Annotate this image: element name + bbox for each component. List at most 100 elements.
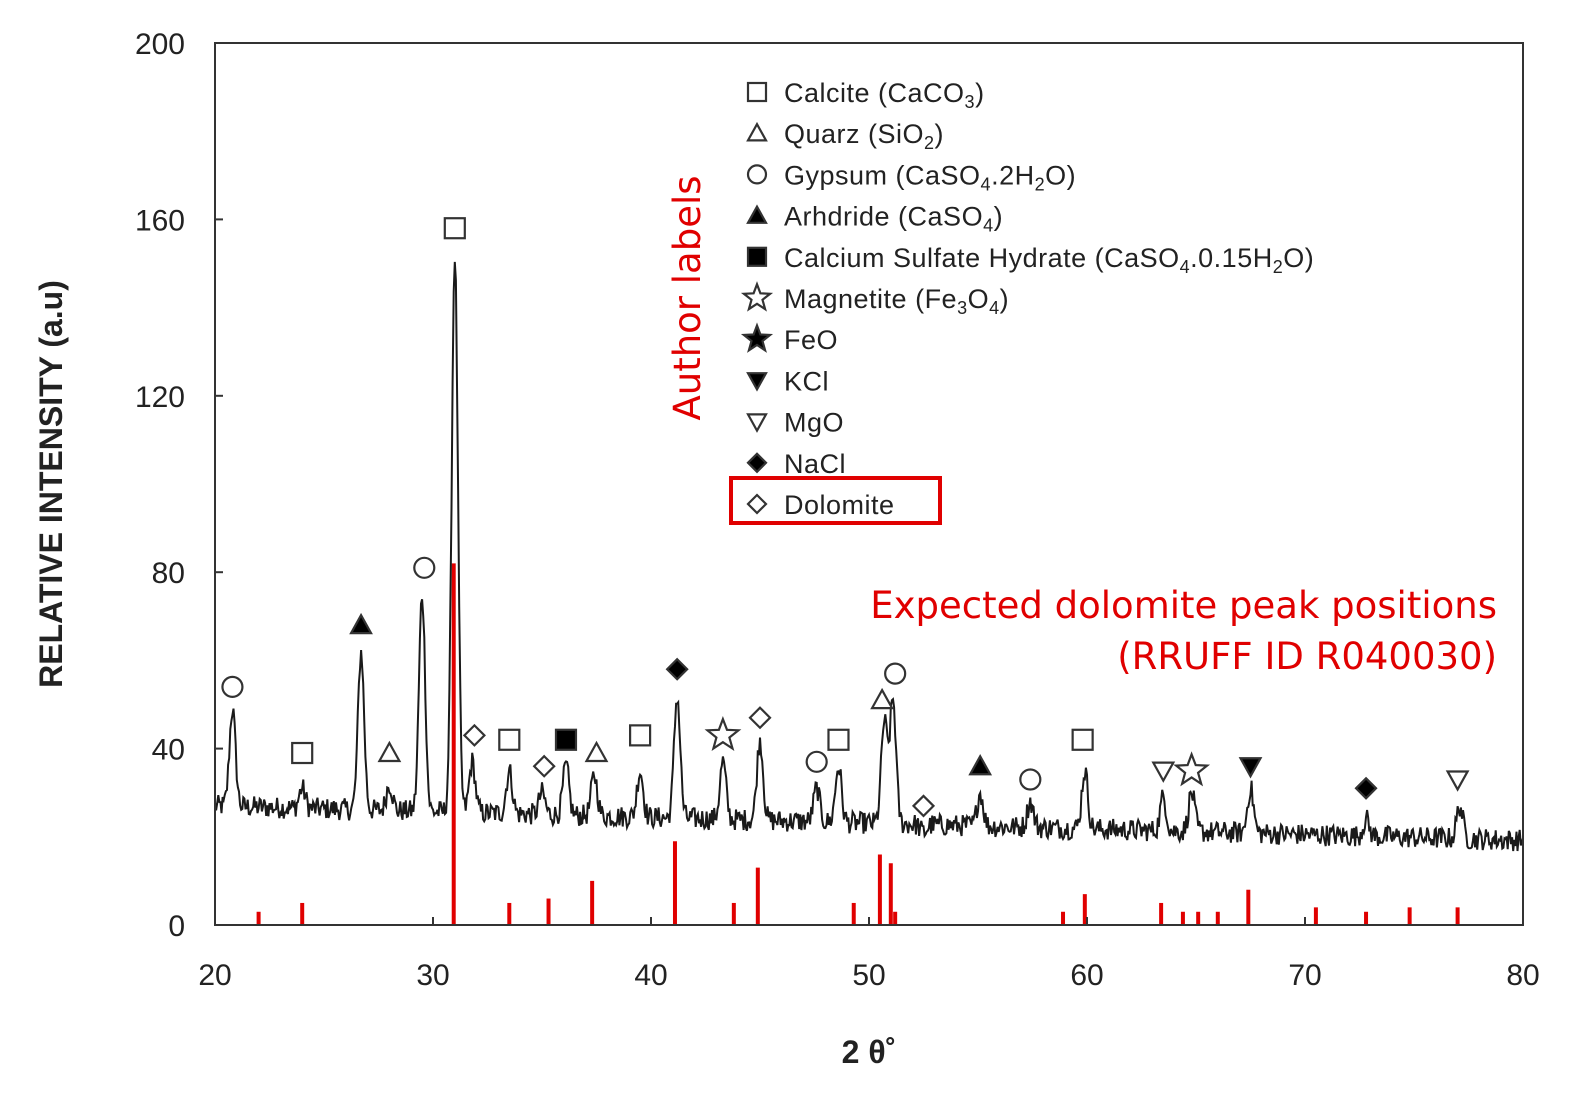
legend-label: Dolomite	[784, 490, 895, 520]
circle-peak-marker	[413, 556, 436, 579]
square-peak-marker	[1071, 728, 1094, 751]
x-axis-title: 2 θ˚	[842, 1034, 897, 1070]
y-tick-label: 0	[168, 910, 185, 943]
legend-label: Magnetite (Fe3O4)	[784, 284, 1009, 318]
triangle-peak-marker	[584, 740, 609, 763]
expected-peaks-annotation: Expected dolomite peak positions	[870, 584, 1497, 627]
diamond-peak-marker	[532, 754, 556, 778]
star-filled-legend-icon	[740, 322, 774, 353]
reference-peaks	[256, 563, 1460, 925]
subscript: 4	[983, 216, 994, 236]
label-text: )	[975, 78, 985, 108]
triangle-peak-marker	[377, 740, 402, 763]
x-tick-label: 60	[1070, 959, 1103, 992]
y-tick-label: 40	[152, 734, 185, 767]
triangle-legend-icon	[746, 121, 768, 142]
legend-label: MgO	[784, 408, 844, 438]
legend-label: Arhdride (CaSO4)	[784, 202, 1003, 236]
x-tick-label: 30	[416, 959, 449, 992]
label-text: )	[1000, 284, 1010, 314]
dolomite-highlight-box	[729, 476, 942, 525]
label-text: O)	[1283, 243, 1314, 273]
inv-triangle-filled-peak-marker	[1238, 757, 1263, 779]
subscript: 2	[924, 133, 935, 153]
peak-markers	[221, 217, 1470, 818]
label-text: .2H	[991, 160, 1035, 190]
label-text: FeO	[784, 325, 838, 355]
y-tick-label: 120	[135, 381, 185, 414]
subscript: 4	[1180, 257, 1191, 277]
label-text: Calcite (CaCO	[784, 78, 965, 108]
x-tick-label: 50	[852, 959, 885, 992]
author-labels-annotation: Author labels	[666, 175, 709, 420]
subscript: 2	[1273, 257, 1284, 277]
subscript: 4	[981, 174, 992, 194]
triangle-filled-legend-icon	[746, 204, 768, 224]
label-text: MgO	[784, 408, 844, 438]
label-text: Gypsum (CaSO	[784, 160, 981, 190]
label-text: Arhdride (CaSO	[784, 202, 983, 232]
square-peak-marker	[827, 728, 850, 751]
label-text: NaCl	[784, 449, 846, 479]
legend-label: Calcite (CaCO3)	[784, 78, 985, 112]
inv-triangle-filled-legend-icon	[746, 372, 768, 392]
diamond-peak-marker	[748, 706, 772, 730]
label-text: )	[935, 119, 945, 149]
label-text: Dolomite	[784, 490, 895, 520]
label-text: Magnetite (Fe	[784, 284, 957, 314]
square-peak-marker	[291, 741, 314, 765]
circle-legend-icon	[746, 164, 768, 185]
label-text: .0.15H	[1190, 243, 1273, 273]
star-peak-marker	[704, 715, 742, 752]
label-text: Quarz (SiO	[784, 119, 924, 149]
triangle-filled-peak-marker	[968, 753, 993, 776]
y-tick-label: 200	[135, 28, 185, 61]
x-tick-label: 70	[1288, 959, 1321, 992]
y-axis-title: RELATIVE INTENSITY (a.u)	[33, 280, 69, 688]
circle-peak-marker	[884, 662, 907, 685]
x-tick-label: 40	[634, 959, 667, 992]
inv-triangle-peak-marker	[1151, 761, 1176, 783]
label-text: O)	[1045, 160, 1076, 190]
legend-label: Calcium Sulfate Hydrate (CaSO4.0.15H2O)	[784, 243, 1314, 277]
legend-label: FeO	[784, 325, 838, 355]
circle-peak-marker	[1019, 768, 1042, 791]
subscript: 2	[1035, 174, 1046, 194]
y-tick-label: 160	[135, 204, 185, 237]
label-text: )	[994, 202, 1004, 232]
diamond-filled-legend-icon	[746, 452, 768, 474]
inv-triangle-legend-icon	[746, 413, 768, 433]
label-text: Calcium Sulfate Hydrate (CaSO	[784, 243, 1180, 273]
square-peak-marker	[443, 217, 466, 240]
label-text: O	[968, 284, 990, 314]
square-filled-peak-marker	[554, 728, 578, 751]
y-tick-label: 80	[152, 557, 185, 590]
legend-label: NaCl	[784, 449, 846, 479]
axis-ticks: 20 30 40 50 60 70 80 0 40 80 120 160 200	[135, 28, 1540, 992]
diamond-filled-peak-marker	[1354, 776, 1378, 800]
triangle-peak-marker	[870, 687, 894, 710]
star-peak-marker	[1173, 751, 1211, 787]
diamond-filled-peak-marker	[665, 657, 689, 681]
rruff-id-annotation: (RRUFF ID R040030)	[1117, 635, 1497, 678]
square-peak-marker	[498, 728, 521, 751]
subscript: 3	[965, 92, 976, 112]
x-tick-label: 20	[198, 959, 231, 992]
subscript: 4	[989, 298, 1000, 318]
legend-label: KCl	[784, 366, 829, 396]
xrd-trace	[214, 261, 1524, 852]
legend-label: Quarz (SiO2)	[784, 119, 944, 153]
square-filled-legend-icon	[746, 246, 768, 267]
legend: Calcite (CaCO3)Quarz (SiO2)Gypsum (CaSO4…	[740, 78, 1314, 520]
square-legend-icon	[746, 81, 768, 103]
label-text: KCl	[784, 366, 829, 396]
square-peak-marker	[628, 724, 652, 747]
star-legend-icon	[740, 281, 774, 312]
triangle-filled-peak-marker	[349, 612, 373, 635]
x-tick-label: 80	[1506, 959, 1539, 992]
circle-peak-marker	[805, 750, 828, 773]
diamond-peak-marker	[911, 794, 936, 818]
circle-peak-marker	[221, 675, 244, 698]
legend-label: Gypsum (CaSO4.2H2O)	[784, 160, 1076, 194]
